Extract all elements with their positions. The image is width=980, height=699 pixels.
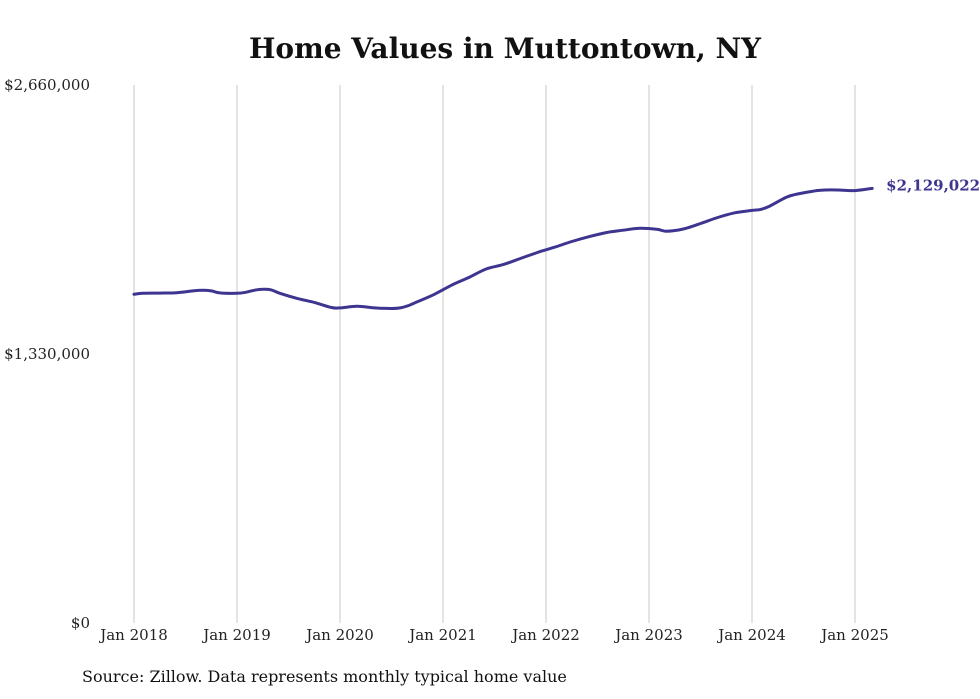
x-tick-label: Jan 2023 <box>613 626 683 644</box>
x-tick-label: Jan 2022 <box>510 626 580 644</box>
y-tick-label: $0 <box>71 614 90 632</box>
end-value-label: $2,129,022 <box>886 176 980 194</box>
chart-title: Home Values in Muttontown, NY <box>248 32 762 65</box>
x-tick-label: Jan 2020 <box>304 626 374 644</box>
x-tick-label: Jan 2021 <box>407 626 477 644</box>
y-tick-label: $1,330,000 <box>4 345 90 363</box>
x-tick-label: Jan 2025 <box>819 626 889 644</box>
x-tick-label: Jan 2018 <box>98 626 168 644</box>
y-tick-label: $2,660,000 <box>4 76 90 94</box>
x-tick-label: Jan 2019 <box>201 626 271 644</box>
source-note: Source: Zillow. Data represents monthly … <box>82 667 567 686</box>
home-value-line <box>132 186 874 310</box>
x-tick-label: Jan 2024 <box>716 626 786 644</box>
